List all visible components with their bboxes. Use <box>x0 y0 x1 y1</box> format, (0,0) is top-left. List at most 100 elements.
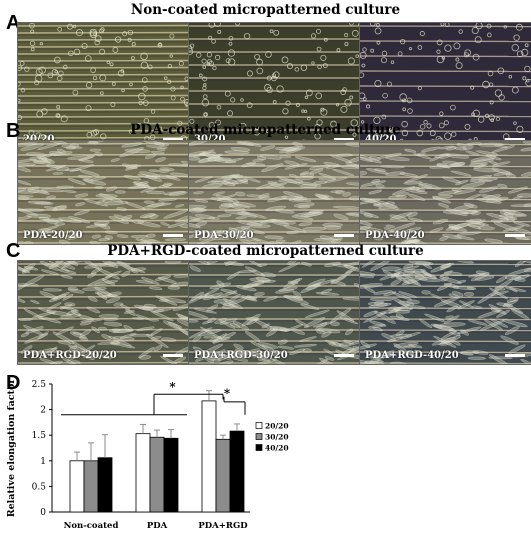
cell <box>488 354 508 364</box>
cell <box>104 230 118 235</box>
cell <box>52 331 75 345</box>
cell <box>463 52 470 58</box>
cell <box>288 173 298 178</box>
cell <box>265 51 272 58</box>
cell <box>147 64 153 70</box>
cell <box>165 175 181 181</box>
cell <box>91 267 103 274</box>
bar-30-20-0 <box>83 460 99 513</box>
cell <box>38 315 62 324</box>
cell <box>328 341 342 347</box>
cell <box>284 135 289 139</box>
cell <box>313 180 327 185</box>
cell <box>492 161 511 167</box>
cell <box>318 177 336 181</box>
cell <box>298 204 311 209</box>
cell <box>322 63 328 69</box>
cell <box>212 349 226 359</box>
cell <box>388 195 407 200</box>
cell <box>189 205 207 209</box>
cell <box>369 23 376 27</box>
cell <box>257 263 268 267</box>
micropattern-stripe <box>360 85 531 88</box>
cell <box>282 146 306 152</box>
cell <box>336 270 353 281</box>
cell <box>127 37 132 43</box>
cell <box>259 154 282 160</box>
cell <box>18 263 27 273</box>
cell <box>513 221 531 227</box>
cell <box>61 145 83 149</box>
cell <box>453 42 461 50</box>
cell <box>404 239 420 244</box>
cell <box>439 236 449 241</box>
cell <box>406 350 417 358</box>
cell <box>429 130 436 137</box>
cell <box>360 72 365 78</box>
bar-40-20-1 <box>163 437 179 513</box>
cell <box>300 171 310 176</box>
cell <box>443 271 463 276</box>
cell <box>466 142 483 146</box>
cell <box>488 356 513 360</box>
cell <box>150 109 156 114</box>
cell <box>143 200 155 204</box>
cell <box>142 141 165 146</box>
cell <box>404 148 417 153</box>
micropattern-stripe <box>360 165 531 168</box>
cell <box>50 151 73 156</box>
cell <box>272 71 280 79</box>
panel-a-title: Non-coated micropatterned culture <box>130 2 401 18</box>
cell <box>249 340 268 351</box>
cell <box>167 63 173 69</box>
cell <box>472 53 480 61</box>
cell <box>251 352 268 358</box>
cell <box>360 225 371 231</box>
cell <box>440 23 445 27</box>
cell <box>340 89 346 96</box>
cell <box>180 96 185 102</box>
cell <box>120 69 125 73</box>
cell <box>498 94 505 101</box>
cell <box>207 317 217 323</box>
cell <box>202 76 208 82</box>
cell <box>373 168 386 172</box>
cell <box>455 62 463 70</box>
cell <box>64 168 81 172</box>
cell <box>37 142 61 151</box>
micropattern-stripe <box>18 328 189 331</box>
cell <box>31 348 58 355</box>
cell <box>20 143 45 151</box>
cell <box>256 181 278 190</box>
cell <box>439 322 466 327</box>
cell <box>66 261 79 266</box>
cell <box>179 224 189 229</box>
micropattern-stripe <box>18 317 189 320</box>
cell <box>109 328 132 333</box>
micropattern-stripe <box>360 307 531 310</box>
legend-swatch <box>255 433 263 440</box>
micrograph-b3: PDA-40/20 <box>359 140 531 245</box>
micropattern-stripe <box>18 24 189 27</box>
cell <box>170 86 176 92</box>
cell <box>59 306 78 311</box>
cell <box>292 141 303 147</box>
cell <box>375 130 380 135</box>
cell <box>241 211 267 219</box>
cell <box>95 193 118 198</box>
micropattern-stripe <box>360 231 531 234</box>
cell <box>110 342 136 349</box>
cell <box>304 95 309 100</box>
cell <box>216 105 222 110</box>
cell <box>239 238 261 244</box>
cell <box>460 329 469 336</box>
cell <box>216 280 225 287</box>
cell <box>483 319 503 331</box>
cell <box>323 196 334 200</box>
elongation-chart-svg: Relative elongation factor 0 0.5 1 1.5 2 2.5 N… <box>6 378 289 531</box>
cell <box>459 350 479 355</box>
micropattern-stripe <box>360 25 531 28</box>
cell <box>467 286 477 290</box>
cell <box>228 58 236 66</box>
cell <box>18 241 26 244</box>
